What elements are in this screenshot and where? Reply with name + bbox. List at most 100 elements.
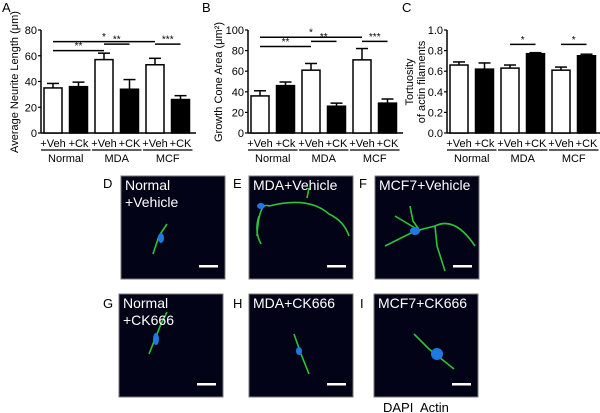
micrograph-image [248, 293, 354, 398]
micrograph-i: MCF7+CK666 [373, 293, 479, 398]
nucleus [431, 348, 443, 360]
group-label: Normal [48, 153, 83, 165]
bar-normal-veh [250, 95, 270, 134]
significance-label: * [572, 35, 576, 46]
significance-label: ** [75, 41, 83, 52]
y-tick-label: 0.2 [428, 107, 443, 119]
bar-mda-veh [94, 58, 114, 134]
significance-label: * [102, 32, 106, 43]
x-tick-label: +CK [119, 138, 141, 150]
bar-mda-ck [326, 105, 347, 134]
panel-label: B [202, 0, 211, 15]
y-tick-label: 0 [238, 128, 244, 140]
bar-mcf-ck [377, 102, 398, 134]
micrograph-g: Normal+CK666 [118, 293, 224, 398]
micrograph-image [248, 175, 354, 280]
panel-label: H [233, 296, 242, 311]
nucleus [153, 333, 159, 345]
significance-label: * [521, 35, 525, 46]
actin-filament [434, 225, 446, 272]
chart-panel-c: C 0.0 0.2 0.4 0.6 0.8 1.0 Tortuosity of actin fi… [402, 0, 600, 165]
bar-normal-veh [449, 64, 469, 134]
x-tick-label: +Veh [298, 138, 323, 150]
significance-label: *** [369, 32, 381, 43]
micrograph-caption: MDA+CK666 [253, 295, 335, 311]
y-tick-label: 0.4 [428, 87, 443, 99]
charts: A 0 20 40 60 80 Average Neurite Length (μm) +Ve… [2, 0, 600, 165]
x-tick-label: +Veh [446, 138, 471, 150]
nucleus [296, 347, 302, 355]
actin-filament [384, 222, 476, 247]
y-tick-label: 0.8 [428, 46, 443, 58]
actin-filament [306, 187, 310, 199]
bar-mcf-ck [170, 98, 191, 134]
group-label: MCF [156, 153, 180, 165]
x-tick-label: +Veh [91, 138, 116, 150]
y-axis-label: of actin filaments [416, 40, 428, 123]
bar-normal-veh [43, 87, 63, 134]
y-tick-label: 80 [232, 46, 244, 58]
bar-mcf-veh [551, 69, 571, 134]
micrograph-e: MDA+Vehicle [248, 175, 354, 280]
nucleus [257, 203, 265, 209]
actin-filament [256, 215, 262, 245]
panel-label: A [2, 0, 11, 15]
panel-label: F [359, 176, 367, 191]
micrograph-image [118, 293, 224, 398]
group-label: MDA [511, 153, 536, 165]
x-tick-label: +Ck [69, 138, 89, 150]
micrograph-caption: MDA+Vehicle [253, 177, 338, 193]
nucleus [410, 227, 420, 235]
bar-normal-ck [275, 84, 296, 134]
x-tick-label: +CK [326, 138, 348, 150]
bar-mcf-ck [576, 55, 597, 134]
panel-label: C [402, 0, 411, 15]
x-tick-label: +Ck [276, 138, 296, 150]
y-tick-label: 100 [226, 25, 244, 37]
panel-label: D [103, 176, 112, 191]
scale-bar [197, 383, 216, 386]
bar-mda-veh [301, 69, 321, 134]
panel-label: E [233, 176, 242, 191]
scale-bar [452, 383, 471, 386]
y-axis-label: Growth Cone Area (μm²) [213, 22, 225, 142]
x-tick-label: +CK [377, 138, 399, 150]
micrograph-d: Normal+Vehicle [120, 175, 226, 280]
group-label: MDA [105, 153, 130, 165]
scale-bar [199, 265, 218, 268]
nucleus [158, 233, 164, 243]
scale-bar [327, 383, 346, 386]
x-tick-label: +CK [525, 138, 547, 150]
chart-panel-a: A 0 20 40 60 80 Average Neurite Length (μm) +Ve… [2, 0, 196, 165]
micrograph-caption: MCF7+CK666 [378, 295, 467, 311]
significance-label: *** [162, 35, 174, 46]
stain-legend: DAPI Actin [383, 400, 449, 413]
x-tick-label: +Veh [142, 138, 167, 150]
actin-filament [293, 333, 310, 375]
y-tick-label: 0 [31, 128, 37, 140]
y-axis-label: Tortuosity [404, 58, 416, 106]
significance-label: ** [320, 32, 328, 43]
group-label: MCF [363, 153, 387, 165]
y-axis-label: Average Neurite Length (μm) [9, 11, 21, 153]
y-tick-label: 0.0 [428, 128, 443, 140]
x-tick-label: +Veh [548, 138, 573, 150]
panel-label: I [360, 296, 364, 311]
micrograph-caption: Normal [123, 295, 168, 311]
micrograph-caption: Normal [125, 177, 170, 193]
micrograph-h: MDA+CK666 [248, 293, 354, 398]
bar-mda-ck [119, 88, 140, 134]
y-tick-label: 1.0 [428, 25, 443, 37]
bar-mda-veh [500, 67, 520, 134]
bar-mcf-veh [145, 64, 165, 134]
actin-filament [148, 311, 168, 355]
group-label: Normal [255, 153, 290, 165]
actin-filament [413, 333, 455, 370]
y-tick-label: 20 [25, 102, 37, 114]
y-tick-label: 80 [25, 25, 37, 37]
micrograph-image [120, 175, 226, 280]
y-tick-label: 20 [232, 107, 244, 119]
